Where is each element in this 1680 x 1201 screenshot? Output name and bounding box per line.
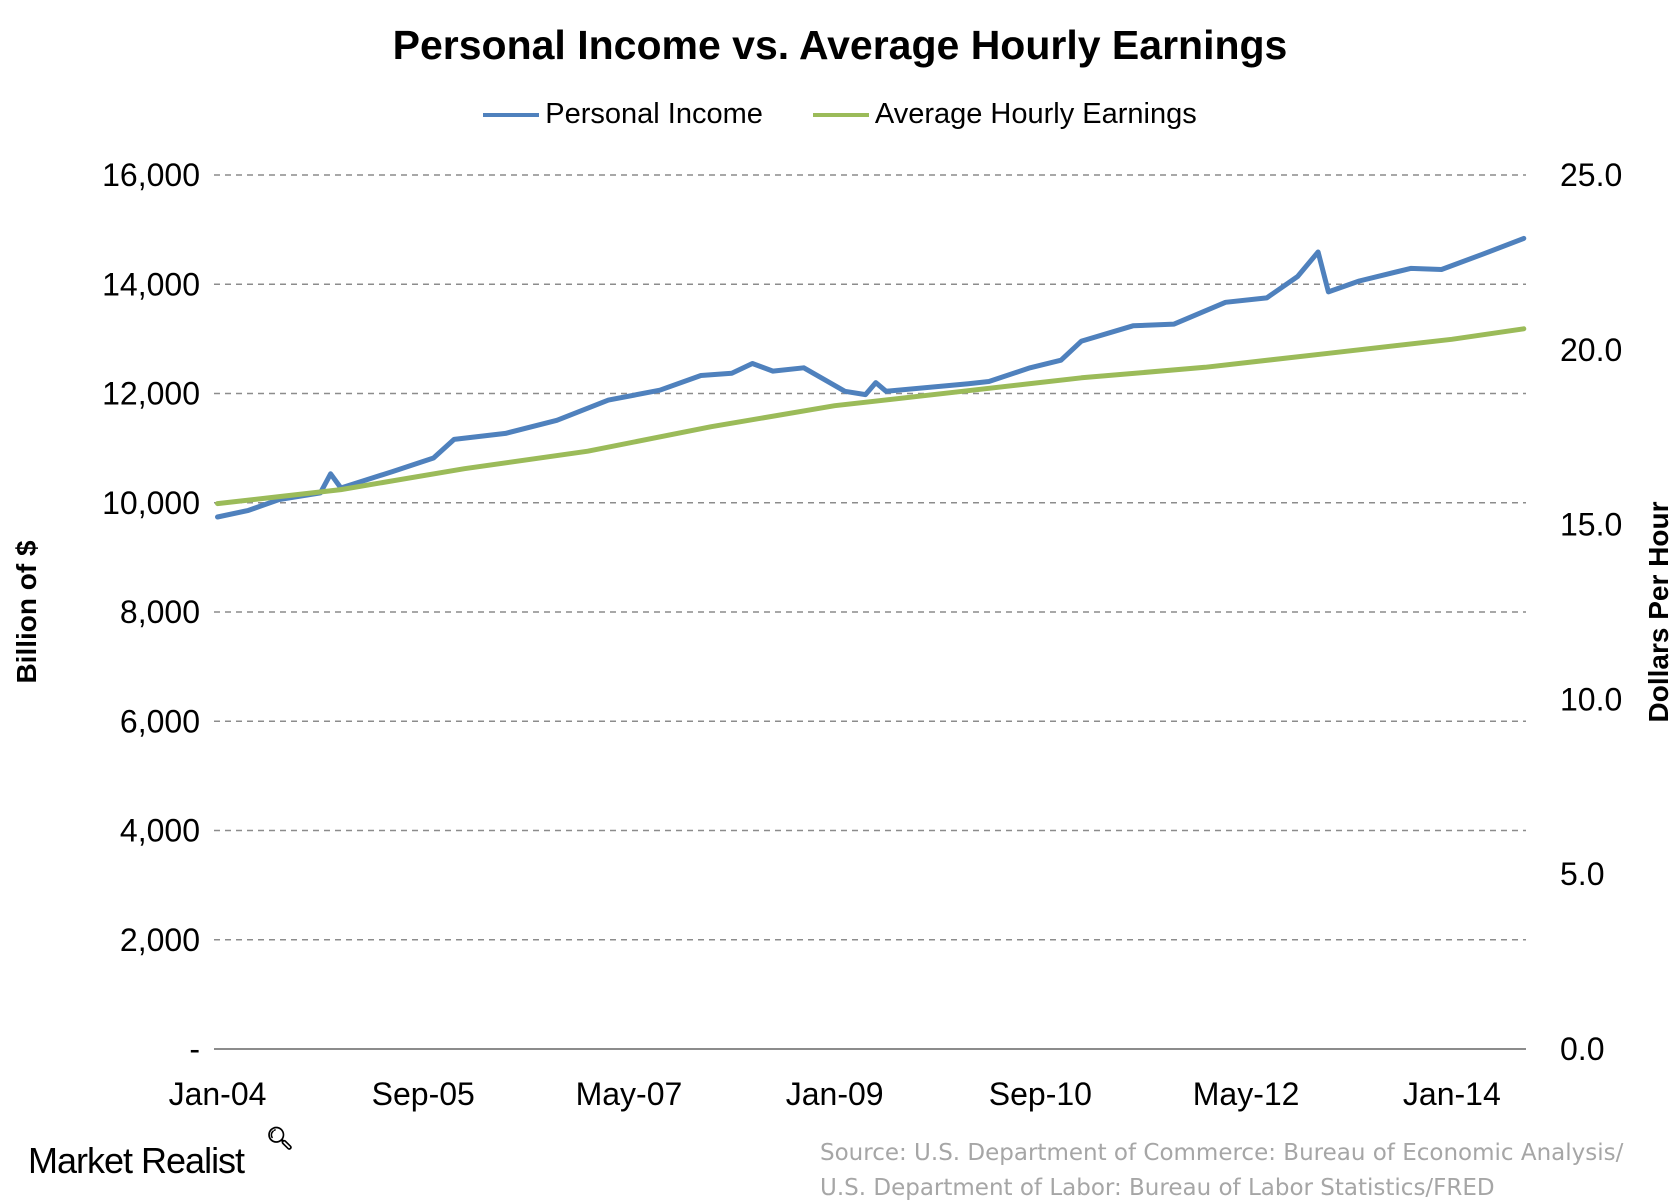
- y-right-axis-title: Dollars Per Hour: [1643, 501, 1674, 722]
- x-tick-label: May-12: [1193, 1076, 1300, 1112]
- y-right-tick-label: 25.0: [1560, 157, 1622, 193]
- y-right-tick-label: 5.0: [1560, 856, 1604, 892]
- x-tick-label: Sep-05: [372, 1076, 475, 1112]
- y-right-tick-label: 20.0: [1560, 332, 1622, 368]
- legend-label: Personal Income: [545, 98, 763, 130]
- y-left-axis-title: Billion of $: [11, 540, 42, 684]
- y-left-tick-label: 8,000: [120, 594, 200, 630]
- source-line-1: Source: U.S. Department of Commerce: Bur…: [820, 1140, 1624, 1166]
- y-left-tick-label: 12,000: [102, 376, 200, 412]
- legend-item-personal-income: Personal Income: [483, 98, 763, 131]
- y-left-tick-label: 4,000: [120, 813, 200, 849]
- x-tick-label: Jan-14: [1403, 1076, 1501, 1112]
- y-left-tick-label: 14,000: [102, 266, 200, 302]
- chart-title: Personal Income vs. Average Hourly Earni…: [392, 22, 1288, 68]
- x-tick-label: Jan-09: [786, 1076, 884, 1112]
- legend-item-average-hourly-earnings: Average Hourly Earnings: [812, 98, 1197, 131]
- logo-text: Market Realist: [28, 1140, 245, 1181]
- x-tick-label: Jan-04: [169, 1076, 267, 1112]
- x-tick-label: Sep-10: [989, 1076, 1092, 1112]
- y-right-tick-label: 10.0: [1560, 681, 1622, 717]
- series-line-average-hourly-earnings: [215, 326, 1527, 507]
- legend: Personal Income Average Hourly Earnings: [0, 98, 1680, 131]
- y-right-tick-label: 15.0: [1560, 507, 1622, 543]
- y-right-tick-label: 0.0: [1560, 1031, 1604, 1067]
- legend-swatch-personal-income: [483, 112, 540, 117]
- legend-swatch-average-hourly-earnings: [812, 112, 869, 117]
- y-left-tick-label: 10,000: [102, 485, 200, 521]
- legend-label: Average Hourly Earnings: [874, 98, 1197, 130]
- magnifier-chart-icon: 🔍︎: [266, 1126, 294, 1151]
- y-left-tick-label: 16,000: [102, 157, 200, 193]
- market-realist-logo: Market Realist 🔍︎: [28, 1126, 294, 1182]
- x-tick-label: May-07: [576, 1076, 683, 1112]
- y-left-tick-label: 2,000: [120, 922, 200, 958]
- source-line-2: U.S. Department of Labor: Bureau of Labo…: [820, 1175, 1495, 1201]
- y-left-tick-label: 6,000: [120, 703, 200, 739]
- y-left-tick-label: -: [189, 1031, 200, 1067]
